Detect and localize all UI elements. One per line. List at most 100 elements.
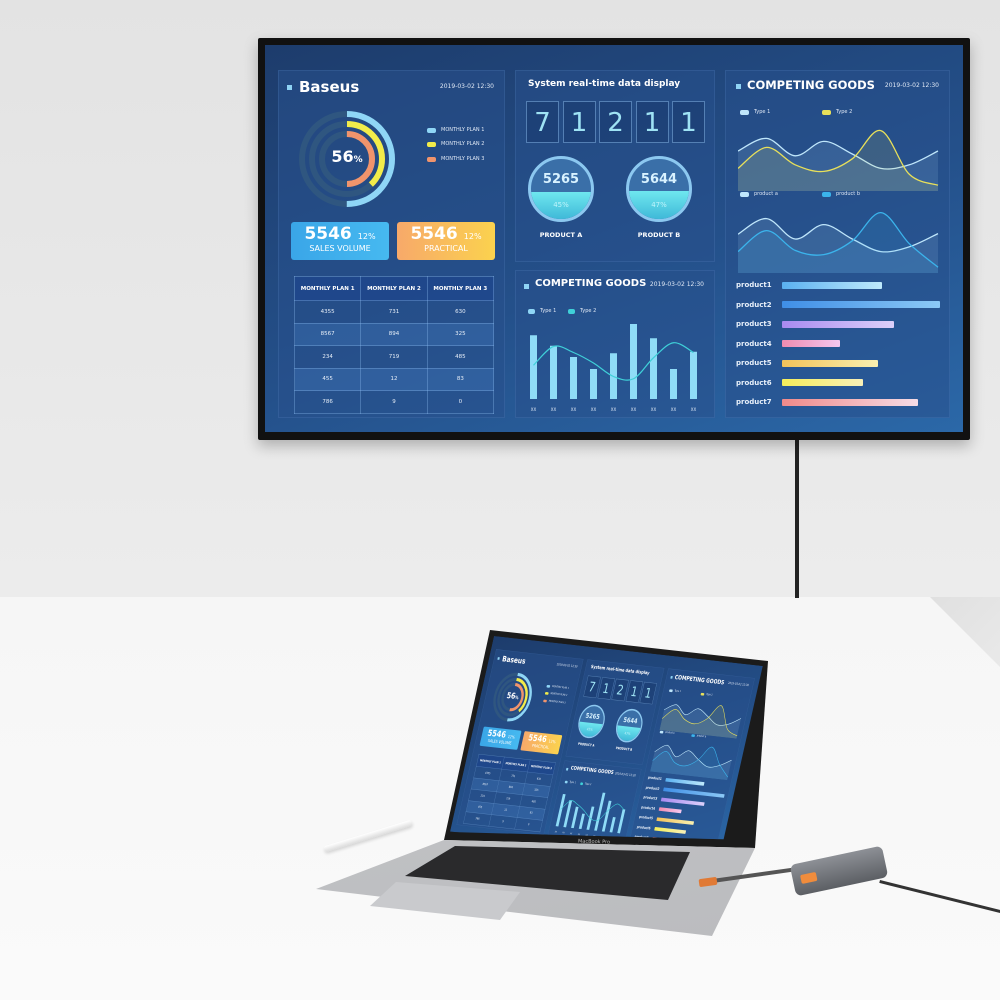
x-tick-label: XX bbox=[591, 407, 597, 412]
donut-unit: % bbox=[514, 695, 520, 701]
table-cell: 325 bbox=[426, 322, 495, 346]
realtime-title: System real-time data display bbox=[590, 664, 650, 677]
legend-label: product b bbox=[696, 734, 707, 739]
table-row: 234 719 485 bbox=[293, 345, 495, 369]
overview-panel: Baseus 2019-03-02 12:30 56% MONTHLY PLAN… bbox=[456, 649, 584, 835]
series-area bbox=[738, 212, 938, 273]
legend-type2: Type 2 bbox=[568, 308, 596, 314]
kpi-pct: 12% bbox=[507, 734, 516, 740]
product-bar bbox=[663, 787, 725, 798]
series-line bbox=[661, 705, 738, 737]
product-bar bbox=[654, 826, 686, 834]
series-line bbox=[738, 211, 939, 268]
x-tick-label: XX bbox=[631, 407, 637, 412]
gauge-fill bbox=[531, 192, 591, 219]
bar bbox=[594, 792, 606, 831]
column-header: MONTHLY PLAN 2 bbox=[360, 276, 428, 301]
kpi-value: 5546 bbox=[410, 224, 458, 244]
bullet-icon bbox=[287, 85, 292, 90]
legend-label: Type 1 bbox=[540, 308, 557, 314]
product-label: product3 bbox=[736, 320, 772, 328]
legend-label: Type 2 bbox=[584, 782, 592, 787]
product-row: product1 bbox=[648, 775, 705, 786]
x-tick-label: XX bbox=[651, 407, 657, 412]
gauge-value: 5265 bbox=[584, 712, 601, 722]
bar bbox=[570, 357, 577, 399]
legend-label: MONTHLY PLAN 3 bbox=[548, 699, 566, 705]
swatch-icon bbox=[668, 688, 673, 692]
series-line bbox=[663, 704, 742, 726]
table-cell: 485 bbox=[426, 345, 495, 369]
product-label: product3 bbox=[643, 795, 658, 801]
line-chart-top bbox=[738, 129, 939, 191]
product-bar bbox=[656, 817, 695, 825]
legend-label: Type 2 bbox=[836, 109, 853, 115]
table-row: 4355 731 630 bbox=[293, 300, 495, 324]
overview-panel: Baseus 2019-03-02 12:30 56% MONTHLY PLAN… bbox=[278, 70, 505, 418]
counter-digit: 2 bbox=[599, 101, 632, 143]
gauge-label: PRODUCT B bbox=[615, 745, 633, 752]
x-tick-label: XX bbox=[671, 407, 677, 412]
product-bar bbox=[665, 777, 705, 786]
bar bbox=[609, 817, 616, 833]
table-cell: 731 bbox=[360, 300, 428, 324]
table-cell: 234 bbox=[293, 345, 362, 369]
plan-table: MONTHLY PLAN 1 MONTHLY PLAN 2 MONTHLY PL… bbox=[293, 276, 495, 414]
table-cell: 9 bbox=[488, 814, 518, 829]
legend-product-a: product a bbox=[740, 191, 778, 197]
tv-cable bbox=[795, 440, 799, 598]
series-line-type2 bbox=[560, 800, 625, 822]
gauge-label: PRODUCT A bbox=[539, 231, 583, 239]
product-row: product6 bbox=[736, 379, 863, 387]
product-bar bbox=[782, 301, 940, 308]
bar bbox=[617, 809, 626, 834]
legend-type2: Type 2 bbox=[580, 782, 592, 786]
table-cell: 4355 bbox=[293, 300, 362, 324]
gauge-product-b: 5644 47% bbox=[612, 707, 646, 744]
series-area bbox=[738, 130, 938, 191]
donut-arc bbox=[309, 121, 385, 197]
table-cell: 8567 bbox=[293, 322, 362, 346]
product-row: product6 bbox=[636, 825, 686, 834]
swatch-icon bbox=[427, 141, 436, 147]
legend-label: Type 1 bbox=[674, 689, 682, 694]
gauge-pct: 45% bbox=[553, 201, 569, 209]
legend-label: Type 2 bbox=[705, 692, 713, 697]
product-label: product4 bbox=[736, 339, 772, 348]
product-bar bbox=[660, 797, 705, 806]
product-label: product2 bbox=[645, 785, 660, 791]
x-tick-label: XX bbox=[571, 407, 577, 412]
kpi-pct: 12% bbox=[357, 232, 376, 241]
kpi-practical: 5546 12% PRACTICAL bbox=[397, 222, 495, 260]
legend-label: MONTHLY PLAN 1 bbox=[551, 684, 570, 690]
swatch-icon bbox=[822, 191, 831, 197]
table-row: 786 9 0 bbox=[293, 390, 495, 414]
panel-title: COMPETING GOODS bbox=[570, 765, 615, 776]
laptop-model-label: MacBook Pro bbox=[577, 838, 611, 846]
donut-chart bbox=[299, 111, 395, 207]
gauge-pct: 47% bbox=[651, 201, 667, 209]
product-label: product2 bbox=[736, 300, 772, 309]
series-line bbox=[654, 744, 732, 768]
product-bar bbox=[782, 340, 841, 347]
line-chart-top bbox=[659, 704, 742, 739]
swatch-icon bbox=[528, 308, 535, 314]
x-tick-label: XX bbox=[531, 407, 537, 412]
line-chart-bottom bbox=[650, 744, 732, 781]
donut-arc bbox=[319, 131, 375, 187]
legend-type1: Type 1 bbox=[740, 109, 770, 115]
bullet-icon bbox=[497, 657, 500, 660]
product-label: product1 bbox=[736, 281, 772, 289]
counter-digit: 1 bbox=[635, 101, 669, 143]
kpi-label: PRACTICAL bbox=[424, 244, 468, 253]
donut-chart bbox=[493, 672, 532, 722]
bar bbox=[563, 800, 573, 828]
competing-lines-panel: COMPETING GOODS 2019-03-02 12:30 Type 1 … bbox=[628, 668, 755, 840]
legend-type1: Type 1 bbox=[528, 308, 556, 314]
counter-digit: 7 bbox=[526, 101, 559, 143]
column-header: MONTHLY PLAN 3 bbox=[426, 276, 495, 301]
swatch-icon bbox=[740, 191, 749, 197]
brand-logo: Baseus bbox=[299, 78, 360, 96]
